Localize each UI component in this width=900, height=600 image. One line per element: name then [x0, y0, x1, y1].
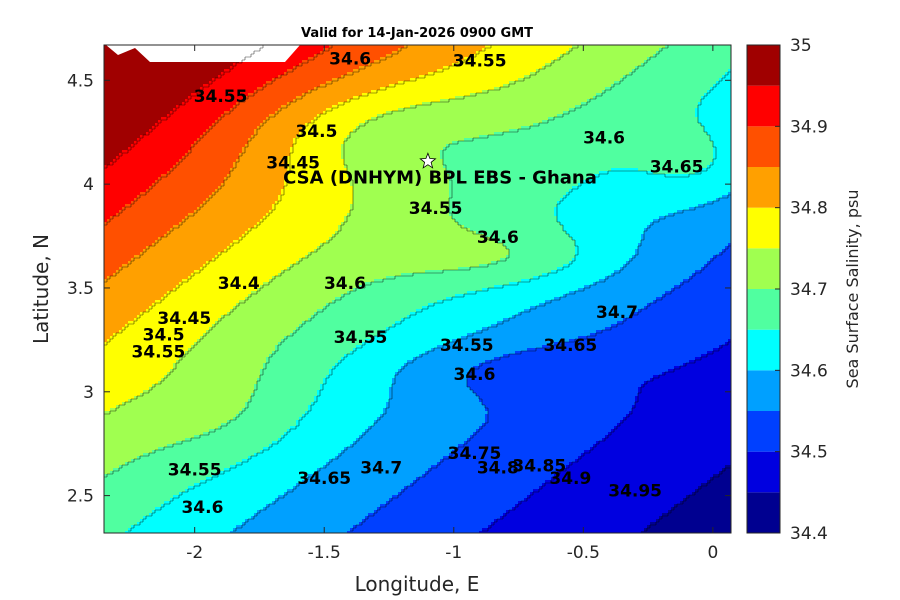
- colorbar-tick-label: 34.4: [790, 524, 828, 544]
- colorbar-tick-label: 35: [790, 36, 812, 56]
- contour-label: 34.4: [218, 274, 260, 294]
- x-axis: -2 -1.5 -1 -0.5 0: [186, 45, 718, 563]
- contour-label: 34.95: [608, 481, 662, 501]
- salinity-field: [104, 45, 731, 533]
- y-axis: 2.5 3 3.5 4 4.5: [67, 71, 731, 507]
- contour-label: 34.65: [543, 336, 597, 356]
- colorbar-band: [747, 45, 780, 86]
- colorbar-tick-label: 34.5: [790, 443, 828, 463]
- contour-label: 34.55: [334, 328, 388, 348]
- colorbar-band: [747, 289, 780, 330]
- contour-label: 34.6: [181, 498, 223, 518]
- y-axis-label: Latitude, N: [29, 234, 53, 344]
- site-label: CSA (DNHYM) BPL EBS - Ghana: [283, 167, 597, 188]
- x-axis-label: Longitude, E: [355, 572, 480, 596]
- contour-label: 34.9: [549, 469, 591, 489]
- y-tick-label: 2.5: [67, 487, 94, 507]
- x-tick-label: -1.5: [308, 543, 341, 563]
- contour-label: 34.8: [477, 459, 519, 479]
- colorbar-band: [747, 85, 780, 127]
- colorbar-band: [747, 451, 780, 493]
- contour-labels: 34.6 34.5534.5534.534.4534.634.6534.5534.…: [132, 50, 704, 519]
- contour-label: 34.5: [143, 326, 185, 346]
- y-tick-label: 3: [83, 383, 94, 403]
- x-tick-label: -1: [445, 543, 462, 563]
- colorbar-band: [747, 126, 780, 167]
- y-tick-label: 3.5: [67, 279, 94, 299]
- contour-label: 34.85: [512, 457, 566, 477]
- colorbar-tick-label: 34.8: [790, 199, 828, 219]
- x-tick-label: -2: [186, 543, 203, 563]
- colorbar-band: [747, 167, 780, 208]
- contour-label: 34.55: [409, 199, 463, 219]
- contour-label: 34.6: [454, 365, 496, 385]
- site-star-icon: [419, 152, 437, 169]
- contour-label: 34.6: [477, 228, 519, 248]
- x-tick-label: 0: [707, 543, 718, 563]
- contour-label: 34.45: [266, 153, 320, 173]
- contour-label: 34.55: [453, 52, 507, 72]
- colorbar-tick-label: 34.7: [790, 280, 828, 300]
- contour-label: 34.65: [297, 469, 351, 489]
- contour-label: 34.5: [295, 122, 337, 142]
- colorbar-label: Sea Surface Salinity, psu: [843, 190, 862, 389]
- contour-label: 34.7: [596, 303, 638, 323]
- contour-label: 34.6: [329, 50, 371, 70]
- contour-label: 34.65: [650, 158, 704, 178]
- colorbar-band: [747, 329, 780, 371]
- contour-label: 34.6: [583, 128, 625, 148]
- y-tick-label: 4: [83, 175, 94, 195]
- colorbar-band: [747, 411, 780, 452]
- contour-label: 34.75: [448, 444, 502, 464]
- plot-frame: [103, 44, 732, 534]
- contour-label: 34.45: [157, 309, 211, 329]
- colorbar-tick-label: 34.9: [790, 117, 828, 137]
- contour-label: 34.55: [132, 342, 186, 362]
- contour-label: 34.55: [168, 461, 222, 481]
- site-marker: CSA (DNHYM) BPL EBS - Ghana: [283, 152, 597, 188]
- colorbar-band: [747, 207, 780, 249]
- contour-lines: [104, 45, 731, 532]
- x-tick-label: -0.5: [567, 543, 600, 563]
- contour-label: 34.55: [194, 87, 248, 107]
- contour-label: 34.55: [440, 336, 494, 356]
- colorbar-band: [747, 248, 780, 289]
- chart-title: Valid for 14-Jan-2026 0900 GMT: [301, 26, 533, 41]
- contour-label: 34.7: [360, 459, 402, 479]
- colorbar-tick-label: 34.6: [790, 361, 828, 381]
- contour-label: 34.6: [324, 274, 366, 294]
- colorbar: 34.4 34.5 34.6 34.7 34.8 34.9 35: [746, 36, 828, 544]
- colorbar-band: [747, 370, 780, 411]
- colorbar-band: [747, 492, 780, 533]
- y-tick-label: 4.5: [67, 71, 94, 91]
